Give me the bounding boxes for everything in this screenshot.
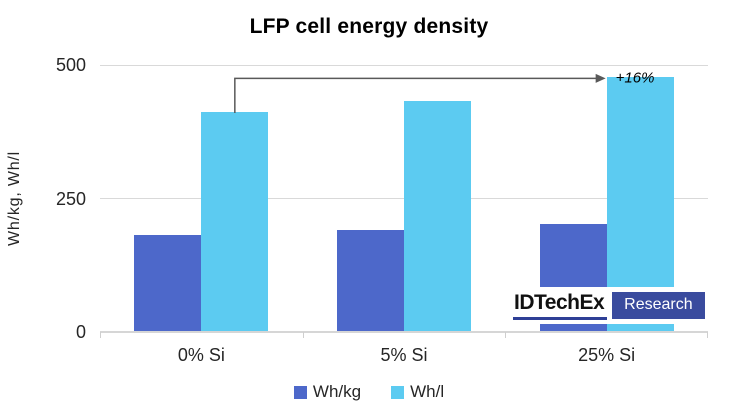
x-tick-label: 5% Si [380,345,428,365]
y-tick-label-500: 500 [55,55,86,75]
bar-Whl-5Si [404,101,471,331]
research-badge: Research [612,291,705,320]
idtechex-logo: IDTechEx Research [508,287,712,324]
y-tick-label-0: 0 [75,322,86,342]
bar-Whkg-5Si [337,229,404,331]
x-axis-tickmark [100,332,101,338]
x-axis-tickmark [505,332,507,338]
idtechex-wordmark: IDTechEx [513,292,608,320]
bar-Whkg-0Si [134,234,202,331]
gridline-500 [100,64,708,66]
legend-label: Wh/l [410,382,445,401]
x-axis-tickmark [707,332,708,338]
legend-item-Whkg: Wh/kg [293,382,362,402]
y-tick-label-250: 250 [55,188,86,209]
legend-swatch [391,385,405,399]
x-tick-label: 0% Si [177,345,225,365]
bar-Whl-0Si [201,112,269,331]
legend-label: Wh/kg [312,382,362,401]
x-axis-tickmark [302,332,304,338]
chart-title: LFP cell energy density [249,15,489,38]
legend-swatch [293,385,307,399]
legend: Wh/kg Wh/l [0,382,738,402]
x-axis-labels: 0% Si 5% Si 25% Si [100,345,708,369]
gridline-0 [100,331,708,333]
x-tick-label: 25% Si [578,345,636,365]
legend-item-Whl: Wh/l [391,382,444,402]
